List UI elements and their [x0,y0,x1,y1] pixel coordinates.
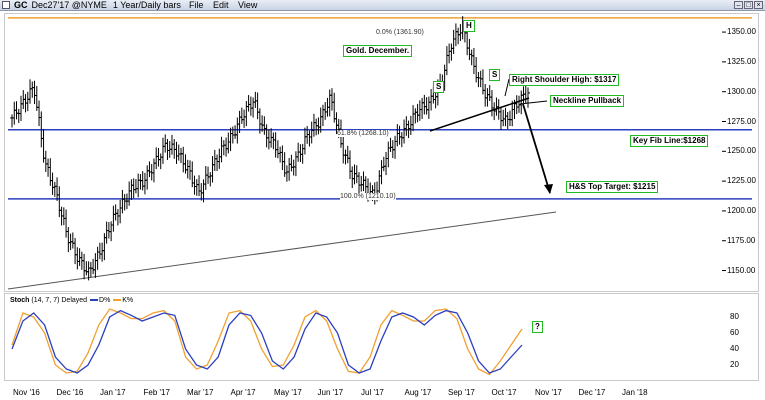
window-controls: – □ × [734,1,763,9]
right-shoulder-marker: S [489,69,501,81]
price-tick-label: 1150.00 [727,265,756,275]
symbol-label[interactable]: GC [14,0,28,10]
chart-title-box: Gold. December. [343,45,413,57]
stoch-legend: Stoch (14, 7, 7) Delayed D% K% [10,297,133,304]
target-box: H&S Top Target: $1215 [566,181,659,193]
menu-bar: File Edit View [189,0,264,10]
date-tick-label: May '17 [274,388,302,397]
contract-label[interactable]: Dec27'17 @NYME [31,0,107,10]
right-shoulder-high-box: Right Shoulder High: $1317 [509,74,620,86]
stoch-tick-label: 40 [730,344,739,353]
target-arrow [522,103,551,194]
interval-label[interactable]: 1 Year/Daily bars [112,0,181,10]
neckline-pointer [519,100,548,105]
price-panel [4,13,759,292]
neckline-line [429,97,530,132]
window-menu-icon[interactable] [2,1,10,9]
minimize-button[interactable]: – [734,1,743,9]
date-tick-label: Sep '17 [448,388,475,397]
key-fib-box: Key Fib Line:$1268 [630,135,709,147]
close-button[interactable]: × [754,1,763,9]
date-tick-label: Jun '17 [317,388,344,397]
price-tick-label: 1300.00 [727,86,756,96]
menu-file[interactable]: File [188,0,204,10]
stoch-question-box: ? [532,321,543,333]
date-tick-label: Oct '17 [491,388,517,397]
price-tick-label: 1275.00 [727,116,756,126]
price-tick-label: 1350.00 [727,27,756,37]
price-tick-label: 1225.00 [727,176,756,186]
k-swatch [113,299,122,302]
price-tick-label: 1175.00 [727,235,756,245]
price-tick-label: 1200.00 [727,205,756,215]
date-tick-label: Jul '17 [361,388,384,397]
stoch-k-line [11,308,523,376]
fib-100-label: 100.0% (1210.10) [340,193,396,200]
stochastic-panel [4,293,759,381]
price-tick-label: 1250.00 [727,146,756,156]
stoch-tick-label: 20 [730,360,739,369]
date-tick-label: Dec '16 [56,388,84,397]
fib-0-label: 0.0% (1361.90) [376,29,424,36]
date-tick-label: Jan '17 [100,388,126,397]
d-legend-label: D% [99,297,111,304]
date-tick-label: Aug '17 [404,388,432,397]
head-marker: H [463,20,475,32]
stoch-d-line [11,309,523,374]
uptrend-line [7,211,557,290]
date-tick-label: Apr '17 [230,388,256,397]
stoch-params: (14, 7, 7) Delayed [31,297,88,304]
date-tick-label: Feb '17 [143,388,170,397]
date-tick-label: Nov '17 [535,388,562,397]
date-tick-label: Nov '16 [13,388,40,397]
rs-high-pointer [504,78,510,97]
stoch-title: Stoch [10,297,30,304]
menu-view[interactable]: View [238,0,258,10]
neckline-box: Neckline Pullback [550,95,625,107]
maximize-button[interactable]: □ [744,1,753,9]
menu-edit[interactable]: Edit [212,0,229,10]
date-tick-label: Mar '17 [187,388,214,397]
left-shoulder-marker: S [433,81,445,93]
stoch-tick-label: 80 [730,312,739,321]
stoch-tick-label: 60 [730,328,739,337]
target-arrowhead [544,184,553,194]
fib-618-label: 61.8% (1268.10) [337,130,389,137]
date-tick-label: Jan '18 [622,388,648,397]
chart-window-titlebar: GC Dec27'17 @NYME 1 Year/Daily bars File… [0,0,765,11]
price-tick-label: 1325.00 [727,56,756,66]
date-tick-label: Dec '17 [578,388,606,397]
k-legend-label: K% [122,297,134,304]
d-swatch [90,299,99,302]
